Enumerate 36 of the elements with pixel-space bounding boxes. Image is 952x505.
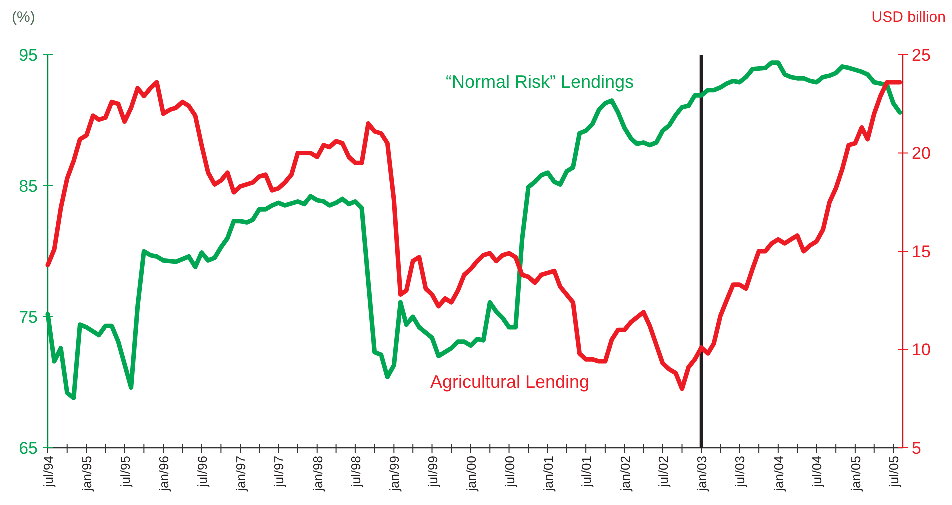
x-tick-label: jul/96 [194,456,210,488]
x-tick-label: jul/95 [118,456,133,488]
series-label: Agricultural Lending [430,372,590,392]
x-tick-label: jan/97 [234,456,249,492]
x-tick-label: jul/97 [272,456,287,488]
y-tick-label: 65 [19,438,38,458]
x-tick-label: jan/01 [540,456,556,492]
series-label: “Normal Risk” Lendings [446,72,634,92]
y2-tick-label: 10 [912,340,931,360]
y-axis-title: (%) [12,9,36,26]
y-tick-label: 85 [19,176,38,196]
x-tick-label: jan/98 [310,456,326,492]
y2-axis-title: USD billion [872,9,946,26]
x-tick-label: jul/00 [502,456,518,488]
y2-tick-label: 20 [912,144,931,164]
x-tick-label: jul/03 [732,456,748,488]
y-tick-label: 95 [19,46,38,65]
x-tick-label: jan/05 [848,456,864,492]
x-tick-label: jul/99 [425,456,440,488]
x-tick-label: jan/03 [694,456,710,492]
x-tick-label: jul/01 [579,456,594,488]
x-tick-label: jan/04 [771,456,786,492]
x-tick-label: jan/96 [156,456,172,492]
y-tick-label: 75 [19,308,38,327]
x-tick-label: jul/94 [41,456,56,488]
x-tick-label: jul/04 [810,456,825,488]
y2-tick-label: 5 [912,438,922,458]
x-tick-label: jan/02 [618,456,633,492]
x-tick-label: jul/98 [348,456,364,488]
x-tick-label: jan/00 [464,456,479,492]
y2-tick-label: 15 [912,242,931,262]
x-tick-label: jan/99 [387,456,402,492]
y2-tick-label: 25 [912,46,931,65]
x-tick-label: jul/02 [656,456,671,488]
x-tick-label: jul/05 [886,456,902,488]
x-tick-label: jan/95 [80,456,95,492]
